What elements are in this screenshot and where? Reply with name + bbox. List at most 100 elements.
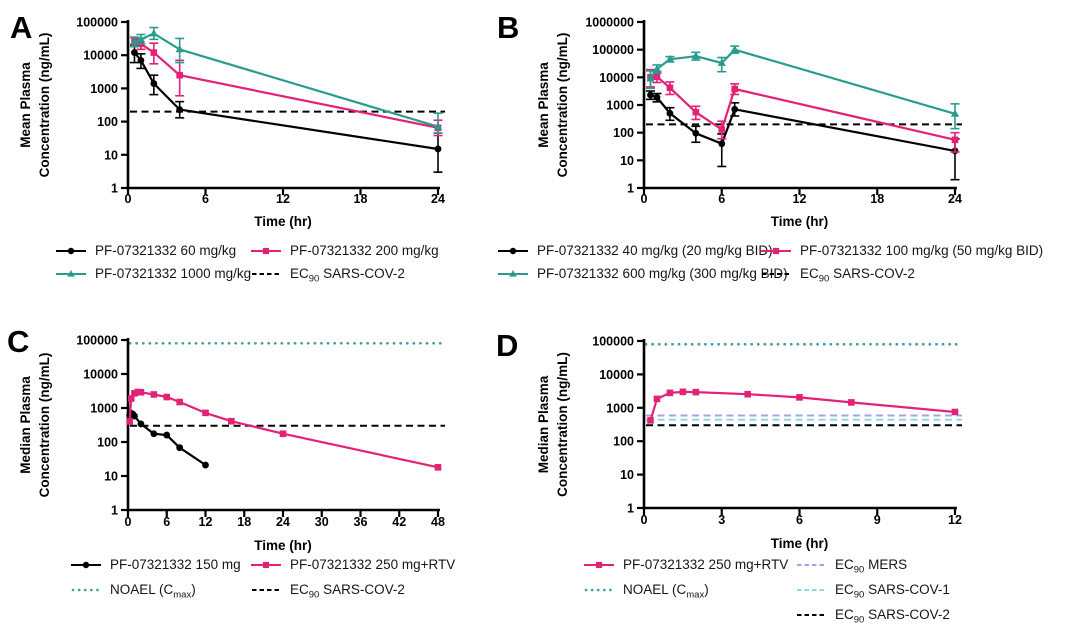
- legend-label: PF-07321332 600 mg/kg (300 mg/kg BID): [537, 266, 788, 282]
- legend-item: EC90 SARS-COV-2: [250, 582, 455, 601]
- dotted-swatch: [71, 588, 101, 592]
- x-axis-title: Time (hr): [771, 214, 829, 229]
- line-triangle-swatch: [56, 270, 86, 277]
- legend-item: PF-07321332 1000 mg/kg: [55, 266, 251, 282]
- y-axis-title: Concentration (ng/mL): [555, 352, 570, 497]
- x-axis-title: Time (hr): [254, 214, 312, 229]
- svg-text:1000: 1000: [90, 402, 118, 416]
- svg-text:0: 0: [125, 515, 132, 529]
- svg-text:1: 1: [627, 182, 634, 196]
- svg-text:9: 9: [874, 513, 881, 527]
- series: [645, 68, 960, 153]
- legend-item: PF-07321332 40 mg/kg (20 mg/kg BID): [497, 243, 788, 259]
- svg-text:24: 24: [276, 515, 290, 529]
- y-axis-title: Mean Plasma: [536, 62, 551, 148]
- legend-item: EC90 SARS-COV-2: [795, 607, 950, 627]
- y-axis-title: Mean Plasma: [18, 62, 33, 148]
- legend-label: PF-07321332 200 mg/kg: [290, 243, 439, 258]
- legend-item: EC90 SARS-COV-2: [760, 266, 1043, 285]
- panel-label-b: B: [497, 10, 520, 45]
- svg-text:24: 24: [431, 192, 445, 206]
- line-circle-swatch: [71, 561, 101, 569]
- svg-text:1: 1: [111, 504, 118, 518]
- svg-text:6: 6: [796, 513, 803, 527]
- svg-text:1000: 1000: [606, 99, 634, 113]
- dashed-swatch: [252, 589, 280, 592]
- svg-text:12: 12: [948, 513, 962, 527]
- svg-text:12: 12: [276, 192, 290, 206]
- legend-label: EC90 SARS-COV-2: [290, 582, 405, 601]
- legend-label: EC90 SARS-COV-1: [835, 582, 950, 601]
- svg-text:100000: 100000: [76, 334, 118, 348]
- svg-text:1000000: 1000000: [585, 16, 634, 30]
- series: [129, 26, 443, 134]
- svg-text:12: 12: [793, 192, 807, 206]
- legend-item: PF-07321332 150 mg: [70, 557, 241, 573]
- legend-label: EC90 SARS-COV-2: [835, 607, 950, 627]
- series: [126, 409, 209, 469]
- line-circle-swatch: [56, 247, 86, 255]
- dashed-swatch: [762, 273, 790, 276]
- svg-text:3: 3: [718, 513, 725, 527]
- legend-item: EC90 SARS-COV-2: [250, 266, 439, 285]
- svg-text:10000: 10000: [83, 49, 118, 63]
- legend-label: EC90 SARS-COV-2: [290, 266, 405, 285]
- svg-text:18: 18: [237, 515, 251, 529]
- svg-text:10000: 10000: [83, 368, 118, 382]
- y-axis-title: Concentration (ng/mL): [555, 33, 570, 178]
- legend-column: PF-07321332 250 mg+RTV EC90 SARS-COV-2: [250, 557, 455, 601]
- legend-label: PF-07321332 100 mg/kg (50 mg/kg BID): [800, 243, 1044, 258]
- svg-text:30: 30: [315, 515, 329, 529]
- legend-item: NOAEL (Cmax): [583, 582, 788, 601]
- legend-label: NOAEL (Cmax): [623, 582, 709, 601]
- svg-text:100000: 100000: [592, 43, 634, 57]
- legend-label: NOAEL (Cmax): [110, 582, 196, 601]
- svg-text:10: 10: [104, 470, 118, 484]
- svg-text:1: 1: [111, 182, 118, 196]
- legend-column: EC90 MERS EC90 SARS-COV-1 EC90 SARS-COV-2: [795, 557, 950, 627]
- legend-column: PF-07321332 100 mg/kg (50 mg/kg BID) EC90…: [760, 243, 1044, 285]
- svg-text:18: 18: [354, 192, 368, 206]
- svg-text:10: 10: [620, 154, 634, 168]
- legend-item: NOAEL (Cmax): [70, 582, 241, 601]
- axes: 1 10 100 1000 10000 100000 0 3 6 9 12: [592, 335, 962, 528]
- line-square-swatch: [251, 247, 281, 255]
- line-square-swatch: [251, 561, 281, 569]
- series: [126, 388, 442, 471]
- svg-text:1000: 1000: [606, 401, 634, 415]
- legend-label: PF-07321332 40 mg/kg (20 mg/kg BID): [537, 243, 773, 258]
- svg-text:100: 100: [613, 435, 634, 449]
- legend-item: PF-07321332 600 mg/kg (300 mg/kg BID): [497, 266, 788, 282]
- svg-text:10: 10: [104, 148, 118, 162]
- svg-text:100000: 100000: [592, 335, 634, 349]
- legend-label: PF-07321332 250 mg+RTV: [623, 557, 789, 572]
- y-axis-title: Concentration (ng/mL): [37, 33, 52, 178]
- chart-panel-d: 1 10 100 1000 10000 100000 0 3 6 9 12 Median Plasma…: [536, 335, 964, 551]
- legend-label: PF-07321332 60 mg/kg: [95, 243, 237, 258]
- svg-text:0: 0: [125, 192, 132, 206]
- chart-panel-a: 1 10 100 1000 10000 100000 0 6 12 18 24 Mean Plasma…: [18, 16, 445, 229]
- svg-text:1000: 1000: [90, 82, 118, 96]
- svg-text:6: 6: [202, 192, 209, 206]
- svg-text:0: 0: [641, 192, 648, 206]
- dashed-swatch: [797, 589, 825, 592]
- series: [647, 388, 959, 424]
- chart-panel-b: 1 10 100 1000 10000 100000 1000000 0 6 12 18 24 Mean…: [536, 16, 962, 229]
- legend-item: PF-07321332 200 mg/kg: [250, 243, 439, 259]
- dashed-swatch: [797, 614, 825, 617]
- legend-label: PF-07321332 1000 mg/kg: [95, 266, 252, 282]
- axes: 1 10 100 1000 10000 100000 0 6 12 18 24 30 36 42 48: [76, 334, 445, 530]
- svg-text:10: 10: [620, 468, 634, 482]
- legend-label: EC90 SARS-COV-2: [800, 266, 915, 285]
- legend-label: EC90 MERS: [835, 557, 908, 576]
- svg-text:100: 100: [97, 115, 118, 129]
- dotted-swatch: [584, 588, 614, 592]
- x-axis-title: Time (hr): [771, 536, 829, 551]
- legend-column: PF-07321332 150 mg NOAEL (Cmax): [70, 557, 241, 601]
- legend-column: PF-07321332 250 mg+RTV NOAEL (Cmax): [583, 557, 789, 601]
- svg-text:48: 48: [431, 515, 445, 529]
- line-circle-swatch: [498, 247, 528, 255]
- svg-text:1: 1: [627, 502, 634, 516]
- legend-column: PF-07321332 40 mg/kg (20 mg/kg BID) PF-07…: [497, 243, 788, 282]
